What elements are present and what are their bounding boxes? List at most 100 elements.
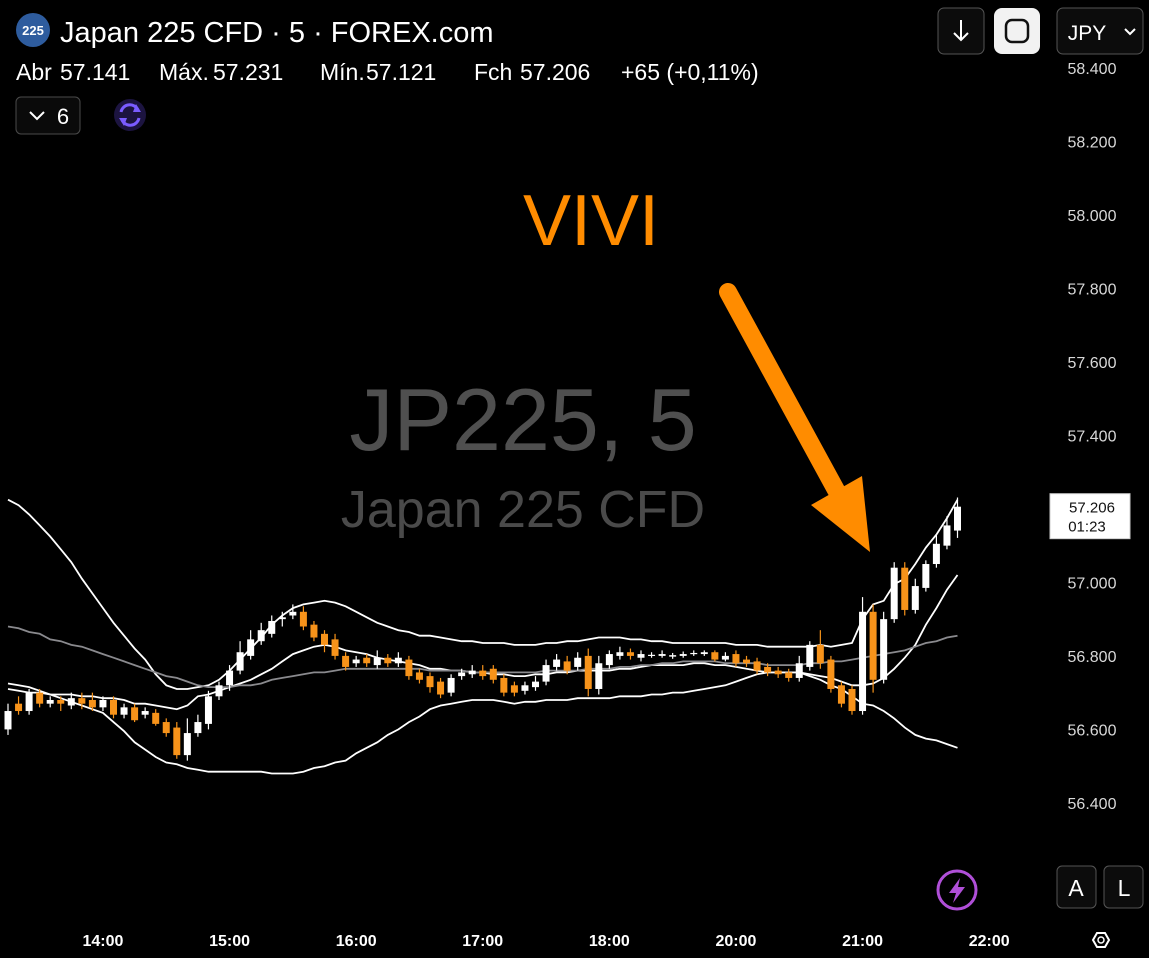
candle-body: [911, 586, 919, 610]
button-box: [1103, 865, 1144, 909]
indicators-count: 6: [57, 104, 69, 129]
ohlc-row: Abr 57.141 Máx. 57.231 Mín.57.121 Fch 57.20…: [16, 59, 759, 85]
candle-body: [711, 652, 719, 660]
plot-area: [4, 497, 961, 775]
log-scale-button[interactable]: L: [1103, 865, 1144, 909]
candle-body: [204, 696, 212, 724]
candle-body: [605, 654, 613, 666]
candle-body: [595, 663, 603, 689]
candle-body: [932, 543, 940, 565]
indicator-line: [7, 498, 959, 690]
candle-body: [25, 692, 33, 712]
candle-body: [869, 611, 877, 680]
candle-body: [15, 703, 23, 712]
x-tick-label: 20:00: [715, 933, 756, 950]
candle-body: [299, 611, 307, 627]
log-label: L: [1118, 875, 1131, 901]
candle-body: [721, 655, 729, 660]
y-tick-label: 58.000: [1068, 208, 1117, 225]
candle-body: [57, 700, 65, 704]
candle-body: [4, 711, 12, 730]
candle-body: [289, 611, 297, 616]
countdown: 01:23: [1068, 519, 1106, 536]
candle-body: [954, 506, 961, 531]
candle-body: [732, 654, 740, 664]
watermark: JP225, 5 Japan 225 CFD: [341, 370, 705, 539]
candle-body: [837, 685, 845, 704]
candle-body: [226, 670, 234, 686]
candle-body: [426, 676, 434, 688]
candle-body: [373, 657, 381, 666]
candle-body: [532, 681, 539, 688]
y-tick-label: 58.200: [1068, 134, 1117, 151]
candle-body: [131, 707, 139, 721]
candle-body: [774, 670, 782, 675]
symbol-badge[interactable]: [16, 13, 50, 47]
icon: [953, 32, 969, 42]
symbol-title[interactable]: Japan 225 CFD · 5 · FOREX.com: [60, 17, 494, 49]
candle-body: [194, 722, 202, 734]
candle-body: [247, 639, 255, 656]
lightning-button[interactable]: [936, 869, 978, 911]
indicators-toggle[interactable]: 6: [15, 96, 81, 135]
candle-body: [468, 670, 476, 675]
arrow-head: [811, 476, 870, 552]
fullscreen-button[interactable]: [994, 8, 1040, 54]
ohlc-value: 57.121: [366, 59, 436, 85]
download-button[interactable]: [937, 7, 985, 55]
chevron: [1124, 28, 1136, 36]
x-tick-label: 17:00: [462, 933, 503, 950]
ohlc-value: 57.141: [60, 59, 130, 85]
settings-icon[interactable]: [1091, 932, 1111, 948]
candle-body: [690, 652, 698, 655]
button-box: [1056, 865, 1097, 909]
candle-body: [510, 685, 518, 693]
candle-body: [848, 688, 856, 712]
currency: JPY: [1068, 22, 1107, 45]
candle-body: [384, 657, 392, 664]
button-box: [994, 8, 1040, 54]
auto-scale-button[interactable]: A: [1056, 865, 1097, 909]
currency-select[interactable]: JPY: [1056, 7, 1144, 55]
candle-body: [415, 672, 423, 680]
candle-body: [152, 712, 160, 724]
candle-body: [922, 564, 930, 588]
candle-body: [890, 567, 898, 620]
y-tick-label: 57.600: [1068, 355, 1117, 372]
candle-body: [648, 654, 656, 656]
candle-body: [268, 620, 276, 634]
x-tick-label: 14:00: [82, 933, 123, 950]
change: +65 (+0,11%): [621, 59, 759, 85]
watermark-title: JP225, 5: [349, 370, 696, 469]
candle-body: [880, 619, 888, 680]
candle-body: [584, 655, 592, 689]
candle-body: [321, 633, 328, 645]
candle-body: [447, 677, 455, 693]
candle-body: [553, 659, 561, 667]
candle-body: [342, 655, 350, 667]
candle-body: [310, 624, 318, 638]
annotation-arrow: [719, 283, 870, 552]
candle-body: [542, 665, 550, 682]
candle-body: [363, 657, 371, 664]
candle-body: [215, 685, 223, 697]
ohlc-value: 57.231: [213, 59, 283, 85]
candle-body: [236, 652, 244, 671]
candle-body: [257, 630, 265, 642]
candle-body: [88, 700, 96, 708]
refresh-button[interactable]: [114, 99, 146, 131]
candle-body: [110, 700, 117, 715]
candle-body: [331, 639, 339, 656]
candle-body: [458, 672, 466, 677]
candle-body: [669, 655, 677, 657]
candle-body: [816, 644, 824, 664]
x-tick-label: 21:00: [842, 933, 883, 950]
annotation: VIVI: [523, 181, 659, 261]
lightning-ring: [936, 869, 978, 911]
candle-body: [616, 652, 624, 656]
candle-body: [785, 672, 793, 678]
candle-body: [120, 707, 128, 715]
candle-body: [658, 654, 666, 656]
